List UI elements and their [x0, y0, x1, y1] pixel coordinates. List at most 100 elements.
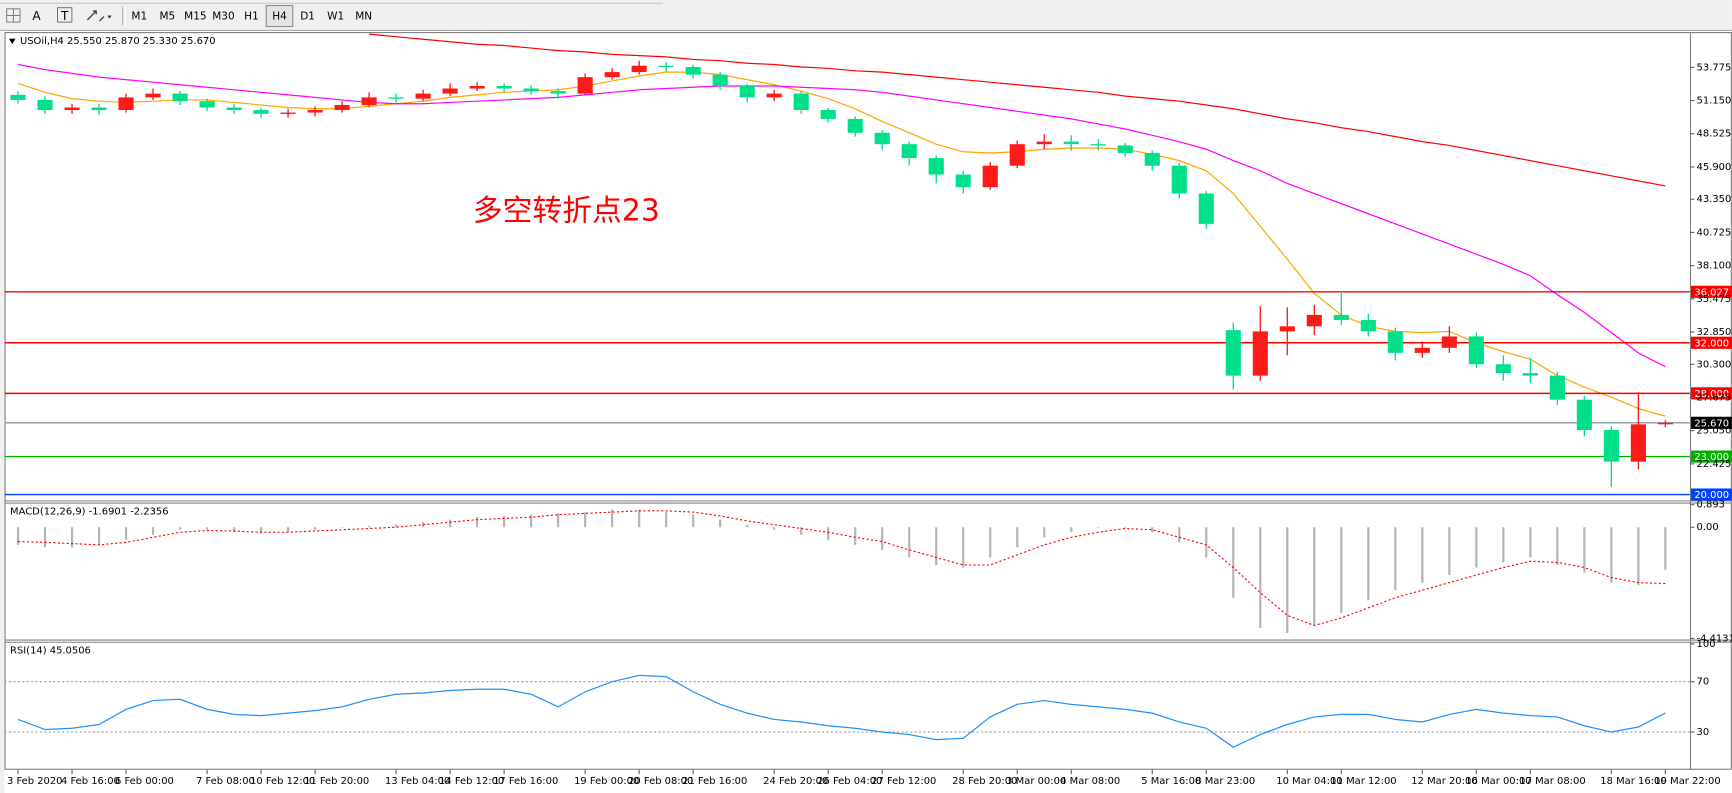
x-tick-label: 12 Mar 20:00: [1411, 776, 1477, 787]
macd-bar: [1529, 527, 1532, 558]
text-tool-button[interactable]: A: [32, 9, 41, 23]
macd-bar: [367, 525, 371, 528]
candle-body: [91, 107, 107, 111]
moving-average-line: [369, 33, 1666, 187]
y-tick-label: 27.675: [1697, 392, 1732, 403]
crosshair-icon[interactable]: [6, 8, 21, 23]
level-label: 25.670: [1694, 418, 1729, 429]
candle-body: [199, 101, 215, 108]
candle-body: [1576, 399, 1592, 431]
timeframe-button[interactable]: H1: [244, 11, 259, 23]
text-tool-button[interactable]: T: [60, 9, 69, 23]
macd-pane: [16, 509, 1667, 634]
candle-body: [901, 144, 917, 159]
y-tick-label: 0.893: [1697, 500, 1725, 511]
x-tick-label: 20 Feb 08:00: [628, 776, 693, 787]
y-tick-label: 40.725: [1697, 227, 1732, 238]
candle-body: [820, 110, 836, 119]
candle-body: [577, 77, 593, 94]
level-label: 32.000: [1694, 338, 1729, 349]
macd-bar: [1259, 527, 1262, 628]
candle-body: [1306, 314, 1322, 327]
x-tick-label: 10 Feb 12:00: [250, 776, 315, 787]
symbol-menu-arrow[interactable]: [8, 38, 16, 45]
x-tick-label: 28 Feb 20:00: [952, 776, 1017, 787]
macd-bar: [1097, 527, 1100, 528]
candle-body: [253, 110, 269, 114]
timeframe-button[interactable]: MN: [355, 11, 372, 23]
macd-bar: [1340, 527, 1343, 613]
candle-body: [415, 93, 431, 99]
candle-body: [928, 158, 944, 175]
candle-body: [1441, 336, 1457, 348]
timeframe-button[interactable]: M1: [131, 11, 147, 23]
macd-bar: [1124, 527, 1127, 528]
candle-body: [361, 97, 377, 105]
macd-bar: [1367, 527, 1370, 601]
x-tick-label: 21 Feb 16:00: [682, 776, 747, 787]
y-tick-label: 100: [1697, 639, 1716, 650]
candle-body: [955, 174, 971, 188]
timeframe-button[interactable]: M15: [184, 11, 206, 23]
macd-bar: [503, 515, 506, 528]
arrows-icon[interactable]: [86, 10, 112, 22]
x-tick-label: 11 Feb 20:00: [304, 776, 369, 787]
macd-bar: [1232, 527, 1235, 598]
macd-bar: [1637, 527, 1640, 586]
candle-body: [604, 72, 620, 78]
timeframe-button[interactable]: W1: [327, 11, 344, 23]
candle-body: [1144, 153, 1160, 166]
candle-body: [10, 94, 26, 100]
macd-bar: [340, 527, 344, 528]
macd-bar: [124, 527, 128, 540]
candle-body: [334, 104, 350, 111]
y-tick-label: 48.525: [1697, 129, 1732, 140]
macd-bar: [1205, 527, 1208, 558]
timeframe-button[interactable]: D1: [300, 11, 315, 23]
rsi-pane: [4, 674, 1690, 748]
text-label-icon-frame: [57, 7, 73, 23]
timeframe-button[interactable]: H4: [272, 11, 287, 23]
pane-title: USOil,H4 25.550 25.870 25.330 25.670: [20, 36, 216, 47]
timeframe-button[interactable]: M5: [159, 11, 175, 23]
macd-bar: [232, 527, 236, 533]
macd-bar: [1394, 527, 1397, 591]
macd-bar: [1043, 527, 1046, 538]
candle-body: [739, 86, 755, 98]
candle-body: [847, 118, 863, 133]
candle-body: [685, 67, 701, 75]
macd-bar: [530, 514, 533, 528]
candle-body: [1549, 375, 1565, 400]
timeframe-button-pressed[interactable]: [265, 4, 294, 28]
macd-bar: [881, 527, 884, 550]
macd-bar: [1664, 527, 1667, 570]
level-label-bg: [1691, 285, 1732, 298]
macd-bar: [259, 527, 263, 534]
x-tick-label: 6 Feb 00:00: [115, 776, 174, 787]
window-left-edge: [0, 30, 5, 793]
y-tick-label: 25.050: [1697, 426, 1732, 437]
y-tick-label: 45.900: [1697, 162, 1732, 173]
candle-body: [1630, 424, 1646, 462]
candle-body: [550, 91, 566, 94]
y-tick-label: 43.350: [1697, 194, 1732, 205]
macd-bar: [205, 527, 209, 530]
macd-bar: [692, 514, 695, 528]
candle-body: [523, 88, 539, 92]
macd-bar: [665, 512, 668, 528]
macd-bar: [395, 524, 398, 528]
candle-body: [1252, 331, 1268, 376]
macd-bar: [476, 517, 479, 528]
y-tick-label: 0.00: [1697, 522, 1719, 533]
timeframe-button[interactable]: M30: [212, 11, 234, 23]
candle-body: [658, 65, 674, 68]
macd-bar: [1016, 527, 1019, 548]
candle-body: [1522, 373, 1538, 376]
candle-body: [1117, 145, 1133, 154]
y-tick-label: -4.4131: [1697, 633, 1732, 644]
candle-body: [469, 86, 485, 89]
macd-bar: [1070, 527, 1073, 533]
candle-body: [388, 97, 404, 99]
